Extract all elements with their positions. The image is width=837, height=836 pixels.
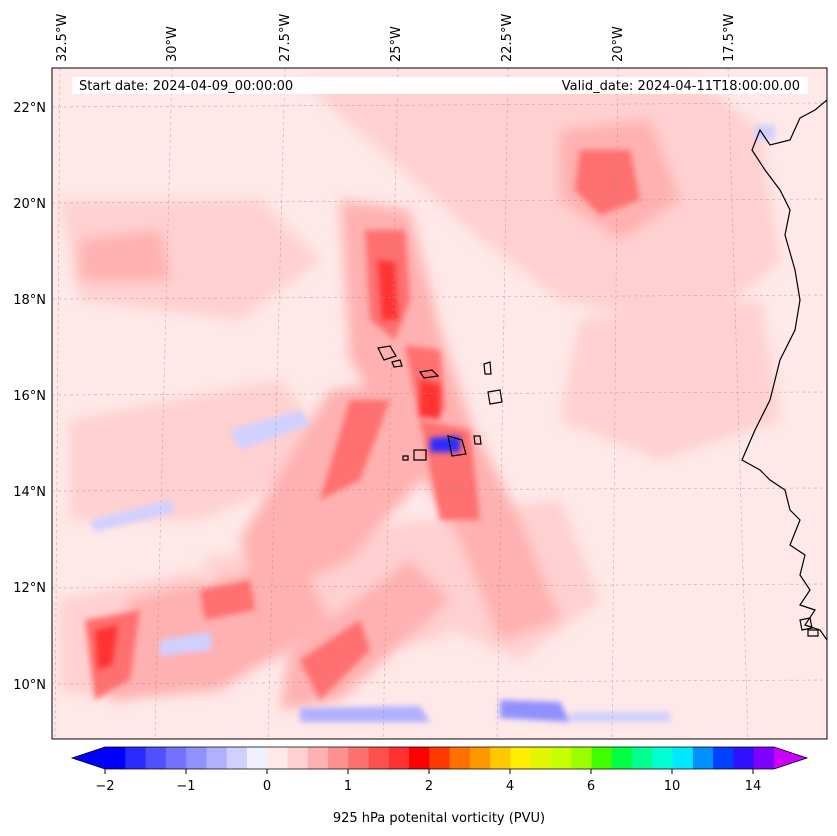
colorbar-tick-label: 6 (587, 779, 595, 794)
valid-date-label: Valid_date: 2024-04-11T18:00:00.00 (562, 79, 800, 94)
island-sao-vicente (391, 359, 403, 368)
island-santo-antao (377, 345, 397, 361)
pv-field-negative (90, 125, 775, 722)
colorbar-cell (632, 747, 653, 769)
lon-label: 27.5°W (278, 14, 293, 62)
lat-label: 22°N (13, 101, 46, 116)
colorbar-cell (490, 747, 511, 769)
colorbar-cell (267, 747, 288, 769)
island-brava (402, 455, 409, 461)
colorbar-tick-label: 0 (263, 779, 271, 794)
island-maio (473, 435, 482, 445)
colorbar-cell (105, 747, 126, 769)
island-sao-nicolau (418, 369, 440, 379)
colorbar-cell (551, 747, 572, 769)
colorbar-tick-label: 1 (344, 779, 352, 794)
colorbar-tick-label: 14 (745, 779, 762, 794)
colorbar-cell (733, 747, 755, 769)
island-santiago (447, 435, 467, 457)
pv-field-max (95, 260, 440, 670)
colorbar-cells (105, 747, 775, 769)
lat-label: 12°N (13, 581, 46, 596)
colorbar-cell (611, 747, 633, 769)
colorbar-cell (469, 747, 491, 769)
colorbar-cell (530, 747, 552, 769)
map-panel: Start date: 2024-04-09_00:00:00 Valid_da… (52, 68, 827, 739)
colorbar-tick-labels: −2 −1 0 1 2 4 6 10 14 (95, 779, 761, 794)
island-sal (483, 361, 492, 375)
colorbar-cell (186, 747, 207, 769)
island-boa-vista (487, 389, 503, 405)
colorbar-cell (328, 747, 349, 769)
lat-label: 16°N (13, 389, 46, 404)
colorbar-tick-label: −1 (176, 779, 195, 794)
colorbar: −2 −1 0 1 2 4 6 10 14 925 hPa potenital … (70, 746, 809, 826)
lat-label: 20°N (13, 197, 46, 212)
date-banner (72, 77, 808, 94)
lat-label: 18°N (13, 293, 46, 308)
colorbar-cell (307, 747, 329, 769)
colorbar-cell (145, 747, 167, 769)
island-fogo (413, 449, 427, 461)
lon-label: 22.5°W (500, 14, 515, 62)
colorbar-cell (510, 747, 532, 769)
colorbar-cell (125, 747, 147, 769)
colorbar-cell (287, 747, 309, 769)
colorbar-extend-max (774, 747, 807, 769)
colorbar-cell (409, 747, 430, 769)
map-frame (51, 67, 828, 740)
colorbar-cell (449, 747, 471, 769)
colorbar-cell (368, 747, 390, 769)
lon-label: 25°W (389, 26, 404, 62)
coastlines (377, 99, 827, 641)
colorbar-cell (246, 747, 268, 769)
start-date-label: Start date: 2024-04-09_00:00:00 (79, 79, 293, 94)
longitude-labels: 32.5°W 30°W 27.5°W 25°W 22.5°W 20°W 17.5… (55, 14, 737, 62)
africa-coastline (741, 99, 827, 641)
colorbar-tick-label: −2 (95, 779, 114, 794)
colorbar-cell (672, 747, 694, 769)
colorbar-cell (713, 747, 734, 769)
colorbar-cell (753, 747, 775, 769)
colorbar-tick-label: 4 (506, 779, 514, 794)
lon-label: 20°W (611, 26, 626, 62)
colorbar-cell (571, 747, 593, 769)
lon-label: 30°W (165, 26, 180, 62)
lat-label: 10°N (13, 678, 46, 693)
colorbar-cell (652, 747, 674, 769)
lat-label: 14°N (13, 485, 46, 500)
colorbar-ticks (104, 769, 754, 774)
colorbar-tick-label: 10 (664, 779, 681, 794)
colorbar-cell (348, 747, 370, 769)
colorbar-extend-min (72, 747, 105, 769)
colorbar-label: 925 hPa potenital vorticity (PVU) (333, 811, 545, 826)
bijagos-islands (799, 617, 819, 637)
colorbar-cell (165, 747, 187, 769)
lon-label: 17.5°W (722, 14, 737, 62)
colorbar-cell (388, 747, 410, 769)
lon-label: 32.5°W (55, 14, 70, 62)
colorbar-cell (206, 747, 228, 769)
colorbar-cell (429, 747, 451, 769)
latitude-labels: 22°N 20°N 18°N 16°N 14°N 12°N 10°N (13, 101, 46, 693)
colorbar-tick-label: 2 (425, 779, 433, 794)
colorbar-cell (226, 747, 248, 769)
graticule (52, 68, 827, 739)
colorbar-cell (692, 747, 714, 769)
colorbar-cell (591, 747, 613, 769)
